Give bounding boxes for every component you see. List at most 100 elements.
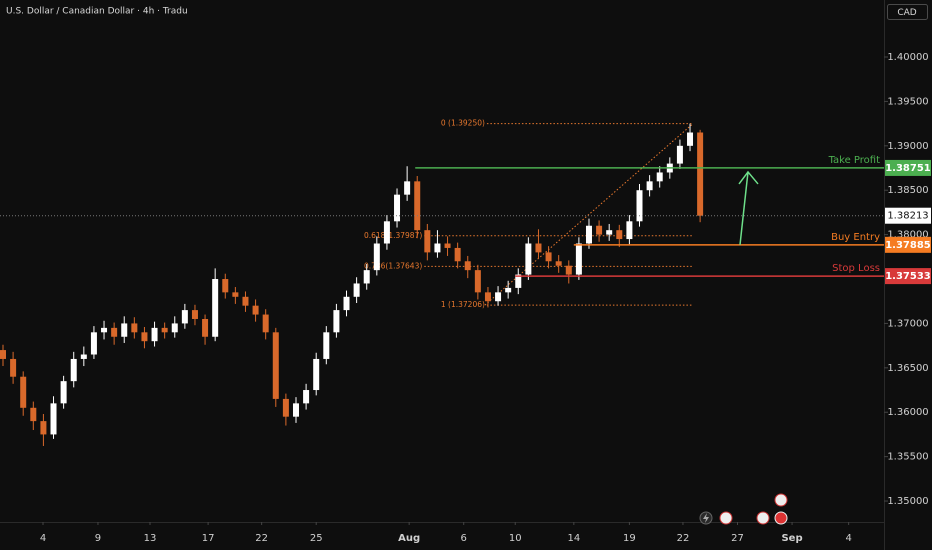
x-tick-label: 19 [623, 533, 636, 544]
x-tick-label: Aug [398, 533, 420, 544]
x-tick-label: 4 [845, 533, 851, 544]
candle-body [191, 310, 198, 319]
candle-body [646, 181, 653, 191]
candle-body [343, 296, 350, 311]
candle-body [151, 327, 158, 342]
last-price-label: 1.38213 [887, 211, 928, 222]
candle-body [383, 221, 390, 244]
y-tick-label: 1.35000 [887, 496, 928, 507]
y-tick-label: 1.39500 [887, 96, 928, 107]
candle-body [80, 354, 87, 359]
candle-body [171, 323, 178, 333]
candle-body [111, 327, 118, 337]
bottom-icons [699, 493, 788, 525]
candle-body [575, 243, 582, 275]
candle-body [50, 403, 57, 435]
candle-body [161, 327, 168, 333]
candle-body [242, 296, 249, 306]
level-price-label: 1.37885 [885, 240, 931, 251]
candle-body [10, 358, 17, 377]
candle-body [697, 132, 704, 216]
candle-body [40, 421, 47, 435]
candle-body [101, 327, 108, 333]
candle-body [394, 194, 401, 222]
candle-body [232, 292, 239, 297]
candle-body [545, 252, 552, 262]
x-tick-label: 9 [95, 533, 101, 544]
candle-body [565, 265, 572, 275]
candle-body [181, 310, 188, 324]
target-arrow [739, 171, 749, 245]
candle-body [272, 332, 279, 399]
candle-body [414, 181, 421, 231]
level-price-label: 1.38751 [885, 163, 931, 174]
currency-box[interactable] [887, 4, 928, 20]
candle-body [687, 132, 694, 146]
candle-body [262, 314, 269, 333]
x-tick-label: 25 [310, 533, 323, 544]
x-tick-label: 22 [255, 533, 268, 544]
x-tick-label: 17 [202, 533, 215, 544]
currency: CAD [897, 8, 916, 18]
candle-body [212, 279, 219, 337]
chart-title: U.S. Dollar / Canadian Dollar · 4h · Tra… [6, 7, 188, 17]
y-tick-label: 1.36000 [887, 407, 928, 418]
y-tick-label: 1.36500 [887, 363, 928, 374]
candle-body [0, 350, 6, 359]
candle-body [656, 172, 663, 182]
fib-label: 0.618(1.37987) [364, 231, 422, 240]
candle-body [303, 390, 310, 404]
x-tick-label: Sep [781, 533, 802, 544]
candle-body [353, 283, 360, 297]
candle-body [474, 270, 481, 293]
level-price-box [885, 268, 931, 285]
candle-body [555, 261, 562, 266]
candle-body [636, 190, 643, 222]
candle-body [292, 403, 299, 417]
level-price-label: 1.37533 [885, 271, 931, 282]
candle-body [606, 230, 613, 235]
candle-body [202, 318, 209, 337]
x-tick-label: 13 [144, 533, 157, 544]
candle-body [585, 225, 592, 244]
level-name: Buy Entry [831, 232, 880, 243]
candle-body [323, 332, 330, 359]
y-tick-label: 1.39000 [887, 141, 928, 152]
y-tick-label: 1.35500 [887, 452, 928, 463]
x-tick-label: 10 [509, 533, 522, 544]
candle-body [676, 145, 683, 164]
icon[interactable] [774, 511, 788, 525]
candle-body [121, 323, 128, 337]
x-tick-label: 4 [40, 533, 46, 544]
last-price-box [885, 207, 931, 224]
candle-body [141, 332, 148, 342]
candle-body [464, 261, 471, 271]
candle-body [90, 332, 97, 355]
icon[interactable] [774, 493, 788, 507]
candle-body [404, 181, 411, 195]
candle-body [495, 292, 502, 302]
candle-body [535, 243, 542, 253]
x-tick-label: 14 [567, 533, 580, 544]
candle-body [252, 305, 259, 315]
y-tick-label: 1.40000 [887, 52, 928, 63]
candle-body [131, 323, 138, 333]
y-tick-label: 1.38500 [887, 185, 928, 196]
level-name: Take Profit [828, 155, 881, 166]
candle-body [444, 243, 451, 248]
candle-body [313, 358, 320, 391]
level-name: Stop Loss [832, 263, 880, 274]
icon[interactable] [756, 511, 770, 525]
candle-body [333, 310, 340, 333]
candle-body [282, 398, 289, 417]
candle-body [363, 270, 370, 284]
candle-body [70, 358, 77, 382]
candle-body [515, 274, 522, 288]
level-price-box [885, 159, 931, 176]
icon[interactable] [719, 511, 733, 525]
candle-body [596, 225, 603, 235]
fib-label: 1 (1.37206) [441, 300, 485, 309]
